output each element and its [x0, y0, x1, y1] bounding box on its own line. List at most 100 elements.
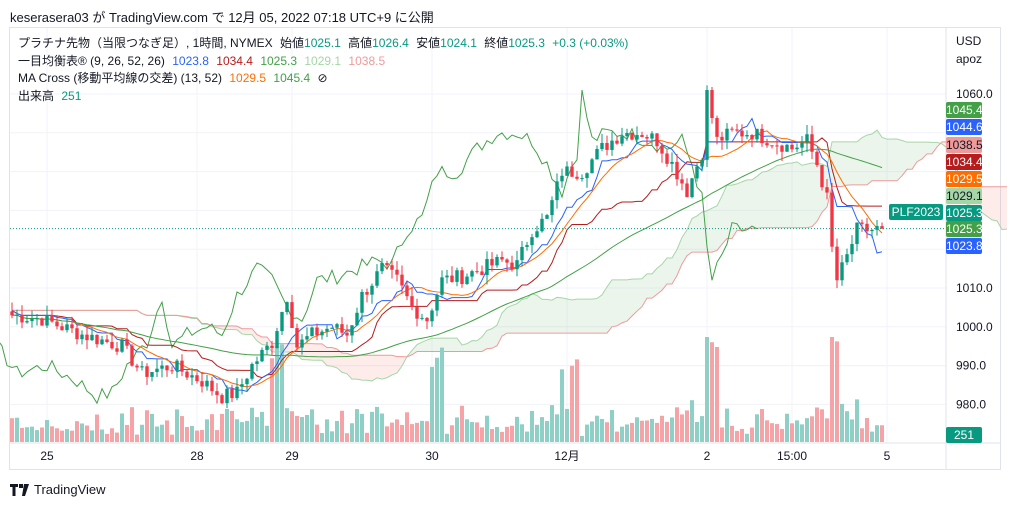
- volume-bar: [665, 421, 669, 442]
- volume-bar: [830, 337, 834, 442]
- high-value: 1026.4: [372, 36, 409, 50]
- volume-value: 251: [61, 88, 82, 103]
- spanA-value: 1029.1: [304, 53, 342, 68]
- candle-body: [190, 375, 194, 378]
- candle-body: [405, 285, 409, 297]
- cloud-segment: [537, 295, 542, 334]
- volume-bar: [780, 428, 784, 442]
- price-tag: 1045.4: [946, 102, 983, 118]
- cloud-segment: [242, 328, 247, 335]
- x-tick-label: 12月: [554, 449, 579, 463]
- volume-bar: [10, 418, 14, 442]
- cloud-segment: [697, 212, 702, 253]
- symbol-tag: PLF2023: [889, 204, 943, 220]
- candle-body: [765, 143, 769, 146]
- price-tag: 1023.8: [946, 238, 983, 254]
- cloud-segment: [802, 164, 807, 228]
- cloud-segment: [422, 340, 427, 352]
- volume-bar: [515, 416, 519, 442]
- volume-bar: [385, 426, 389, 442]
- volume-bar: [730, 425, 734, 442]
- cloud-segment: [772, 165, 777, 228]
- cloud-segment: [672, 249, 677, 284]
- cloud-segment: [487, 328, 492, 349]
- volume-bar: [875, 425, 879, 442]
- volume-bar: [380, 413, 384, 442]
- cloud-segment: [547, 299, 552, 334]
- volume-bar: [355, 409, 359, 442]
- candle-body: [840, 262, 844, 281]
- cloud-segment: [267, 336, 272, 352]
- ma-name: MA Cross (移動平均線の交差) (13, 52): [18, 71, 223, 85]
- volume-bar: [720, 427, 724, 442]
- y-tick-label: 1010.0: [956, 281, 993, 295]
- cloud-segment: [682, 229, 687, 264]
- candle-body: [745, 134, 749, 137]
- volume-bar: [100, 429, 104, 442]
- candle-body: [310, 327, 314, 337]
- volume-bar: [470, 422, 474, 442]
- candle-body: [170, 370, 174, 372]
- symbol-title[interactable]: プラチナ先物（当限つなぎ足）, 1時間, NYMEX: [18, 36, 273, 50]
- candle-body: [300, 339, 304, 348]
- legend-ma-row[interactable]: MA Cross (移動平均線の交差) (13, 52) 1029.5 1045…: [18, 70, 632, 88]
- volume-bar: [475, 422, 479, 442]
- candle-body: [710, 90, 714, 119]
- candle-body: [425, 317, 429, 322]
- volume-bar: [165, 420, 169, 442]
- candle-body: [130, 345, 134, 366]
- x-tick-label: 25: [40, 449, 54, 463]
- candle-body: [220, 395, 224, 404]
- cloud-segment: [732, 183, 737, 239]
- volume-bar: [230, 410, 234, 442]
- volume-bar: [115, 432, 119, 442]
- volume-bar: [695, 421, 699, 442]
- volume-bar: [245, 420, 249, 442]
- candle-body: [620, 136, 624, 144]
- volume-bar: [275, 346, 279, 442]
- volume-bar: [435, 357, 439, 442]
- chart-frame[interactable]: [9, 27, 1001, 470]
- cloud-segment: [622, 279, 627, 323]
- x-tick-label: 28: [190, 449, 204, 463]
- candle-body: [665, 153, 669, 164]
- candle-body: [470, 271, 474, 277]
- tradingview-logo[interactable]: TradingView: [10, 482, 106, 497]
- cloud-segment: [767, 168, 772, 228]
- x-tick-label: 15:00: [777, 449, 807, 463]
- candle-body: [820, 165, 824, 188]
- volume-bar: [205, 419, 209, 442]
- candle-body: [695, 166, 699, 179]
- legend-ichimoku-row[interactable]: 一目均衡表® (9, 26, 52, 26) 1023.8 1034.4 102…: [18, 53, 632, 71]
- volume-bar: [670, 417, 674, 442]
- candle-body: [635, 135, 639, 140]
- hidden-icon[interactable]: ⊘: [317, 71, 328, 85]
- ma-fast-value: 1029.5: [229, 71, 267, 85]
- volume-bar: [370, 411, 374, 442]
- candle-body: [595, 149, 599, 160]
- candle-body: [520, 246, 524, 261]
- scale-mode[interactable]: apoz: [956, 52, 983, 66]
- candle-body: [740, 130, 744, 137]
- volume-bar: [405, 412, 409, 442]
- candle-body: [260, 349, 264, 362]
- candle-body: [105, 339, 109, 343]
- legend-volume-row[interactable]: 出来高 251: [18, 88, 632, 106]
- span-b-line: [12, 141, 1007, 358]
- candle-body: [730, 128, 734, 130]
- currency-label[interactable]: USD: [956, 34, 982, 48]
- cloud-segment: [357, 355, 362, 381]
- candle-body: [355, 312, 359, 326]
- cloud-segment: [652, 268, 657, 299]
- cloud-segment: [757, 172, 762, 229]
- cloud-segment: [997, 186, 1002, 230]
- candle-body: [295, 328, 299, 348]
- candle-body: [860, 222, 864, 224]
- cloud-segment: [577, 299, 582, 334]
- cloud-segment: [867, 134, 872, 185]
- candle-body: [720, 136, 724, 141]
- volume-bar: [95, 414, 99, 442]
- volume-bar: [600, 418, 604, 442]
- volume-bar: [70, 430, 74, 442]
